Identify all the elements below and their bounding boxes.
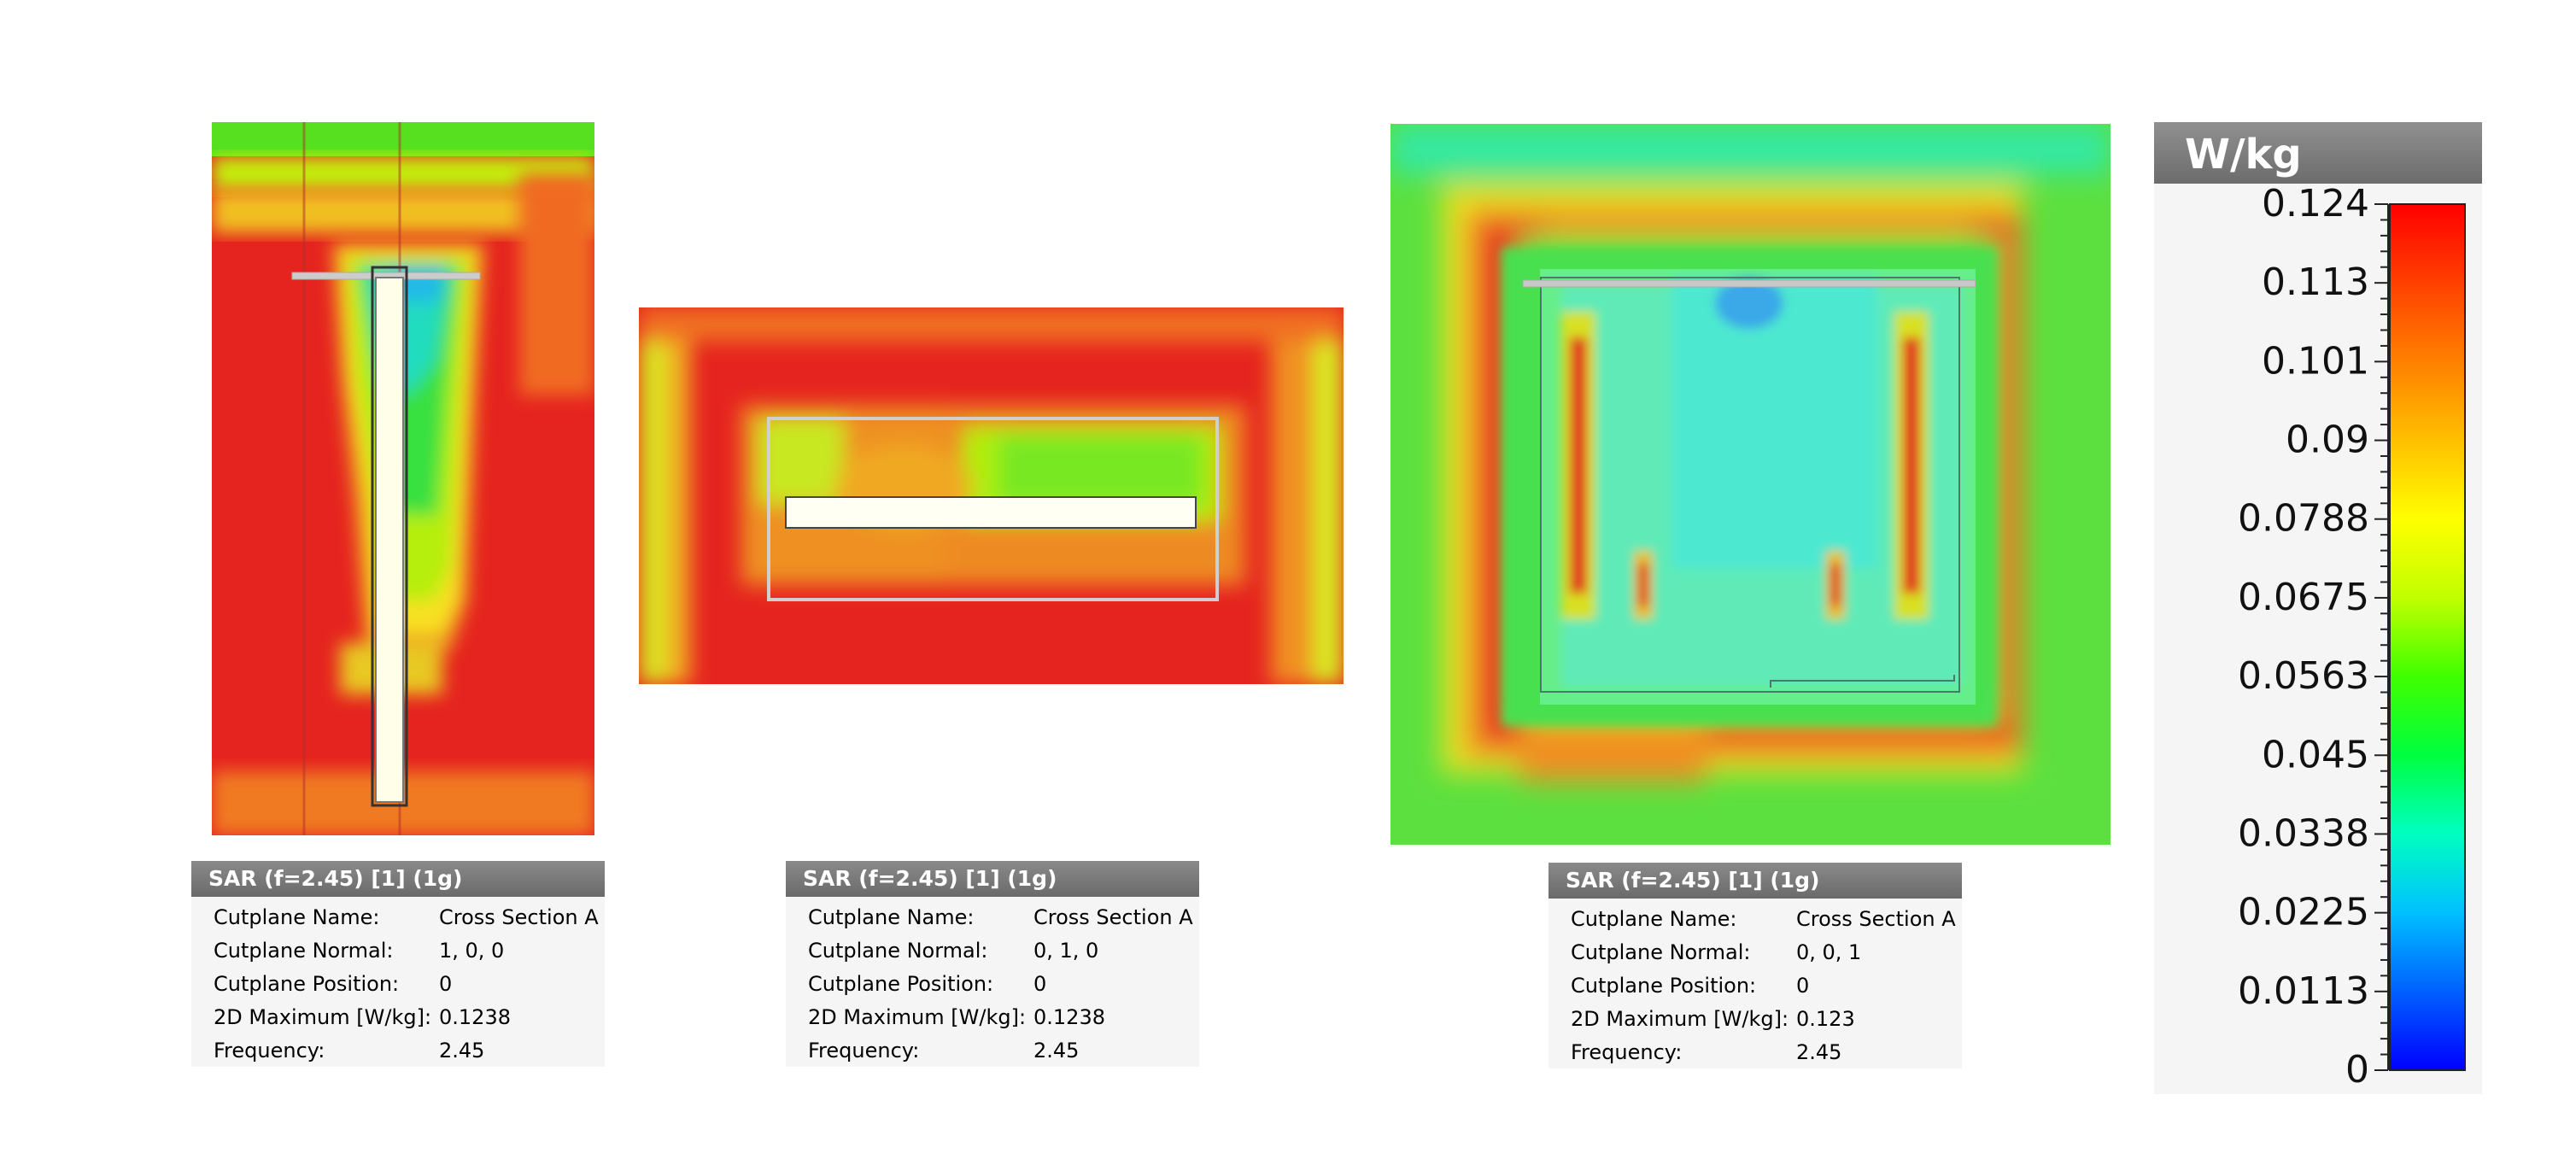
info-value: 2.45 (439, 1038, 485, 1063)
sar-plot-y-normal (639, 307, 1344, 684)
info-value: 1, 0, 0 (439, 938, 505, 963)
legend-tick-label: 0.0113 (2238, 969, 2369, 1013)
info-label: Frequency: (1571, 1039, 1683, 1064)
info-row: Cutplane Normal: 0, 0, 1 (1571, 935, 1956, 969)
info-label: 2D Maximum [W/kg]: (808, 1004, 1027, 1029)
info-label: Cutplane Name: (808, 904, 975, 929)
info-value: 0 (1796, 973, 1810, 998)
info-label: 2D Maximum [W/kg]: (1571, 1006, 1789, 1031)
info-label: Cutplane Normal: (1571, 940, 1751, 964)
info-row: Cutplane Name: Cross Section A (808, 900, 1193, 934)
info-value: Cross Section A (439, 904, 599, 929)
info-panel-header: SAR (f=2.45) [1] (1g) (786, 861, 1199, 897)
info-row: Cutplane Position: 0 (1571, 969, 1956, 1002)
info-value: 0 (1033, 971, 1047, 996)
info-label: Cutplane Normal: (808, 938, 988, 963)
info-value: 0, 1, 0 (1033, 938, 1099, 963)
info-row: 2D Maximum [W/kg]: 0.1238 (808, 1000, 1193, 1033)
legend-gradient-bar (2389, 203, 2466, 1071)
info-label: Cutplane Normal: (214, 938, 394, 963)
legend-colorbar: 0.124 0.113 0.101 0.09 0.0788 0.0675 0.0563 0.0… (2238, 184, 2466, 1092)
info-row: Cutplane Normal: 0, 1, 0 (808, 934, 1193, 967)
info-value: 0.1238 (439, 1004, 511, 1029)
info-panel-1: SAR (f=2.45) [1] (1g) Cutplane Name: Cros… (191, 861, 605, 1067)
info-row: Cutplane Position: 0 (214, 967, 599, 1000)
legend-tick-label: 0.0225 (2238, 891, 2369, 934)
info-row: 2D Maximum [W/kg]: 0.1238 (214, 1000, 599, 1033)
info-row: Cutplane Normal: 1, 0, 0 (214, 934, 599, 967)
info-table: Cutplane Name: Cross Section A Cutplane N… (214, 900, 599, 1067)
info-row: 2D Maximum [W/kg]: 0.123 (1571, 1002, 1956, 1035)
info-panel-header: SAR (f=2.45) [1] (1g) (1549, 863, 1962, 899)
legend-tick-label: 0.045 (2262, 733, 2369, 776)
info-row: Frequency: 2.45 (1571, 1035, 1956, 1068)
info-table: Cutplane Name: Cross Section A Cutplane N… (1571, 902, 1956, 1068)
info-value: 2.45 (1796, 1039, 1842, 1064)
info-row: Cutplane Name: Cross Section A (1571, 902, 1956, 935)
info-panel-3: SAR (f=2.45) [1] (1g) Cutplane Name: Cros… (1549, 863, 1962, 1068)
info-label: Cutplane Position: (808, 971, 994, 996)
info-label: Frequency: (214, 1038, 325, 1063)
legend-tick-label: 0.0788 (2238, 497, 2369, 541)
legend-tick-label: 0.09 (2286, 419, 2369, 462)
info-value: 2.45 (1033, 1038, 1080, 1063)
info-row: Frequency: 2.45 (808, 1033, 1193, 1067)
info-value: Cross Section A (1033, 904, 1193, 929)
sar-plot-z-normal (1390, 124, 2111, 845)
info-value: 0, 0, 1 (1796, 940, 1862, 964)
info-value: 0.1238 (1033, 1004, 1105, 1029)
legend-tick-label: 0.0338 (2238, 811, 2369, 855)
legend-unit: W/kg (2154, 122, 2482, 184)
info-value: 0 (439, 971, 453, 996)
info-table: Cutplane Name: Cross Section A Cutplane N… (808, 900, 1193, 1067)
legend-tick-label: 0.124 (2262, 184, 2369, 225)
legend-tick-label: 0.113 (2262, 261, 2369, 304)
info-row: Frequency: 2.45 (214, 1033, 599, 1067)
color-legend: W/kg 0.124 0.113 0.101 0.09 0.0788 0.0675 0.05… (2154, 122, 2482, 1094)
info-value: 0.123 (1796, 1006, 1855, 1031)
legend-tick-label: 0 (2345, 1048, 2369, 1092)
legend-tick-label: 0.0563 (2238, 654, 2369, 698)
info-panel-header: SAR (f=2.45) [1] (1g) (191, 861, 605, 897)
legend-tick-label: 0.0675 (2238, 576, 2369, 619)
info-label: 2D Maximum [W/kg]: (214, 1004, 432, 1029)
legend-tick-label: 0.101 (2262, 339, 2369, 383)
info-panel-2: SAR (f=2.45) [1] (1g) Cutplane Name: Cros… (786, 861, 1199, 1067)
info-label: Cutplane Position: (214, 971, 400, 996)
info-value: Cross Section A (1796, 906, 1956, 931)
info-row: Cutplane Position: 0 (808, 967, 1193, 1000)
info-label: Frequency: (808, 1038, 920, 1063)
info-label: Cutplane Name: (1571, 906, 1737, 931)
info-row: Cutplane Name: Cross Section A (214, 900, 599, 934)
info-label: Cutplane Position: (1571, 973, 1757, 998)
info-label: Cutplane Name: (214, 904, 380, 929)
sar-plot-x-normal (212, 122, 594, 835)
